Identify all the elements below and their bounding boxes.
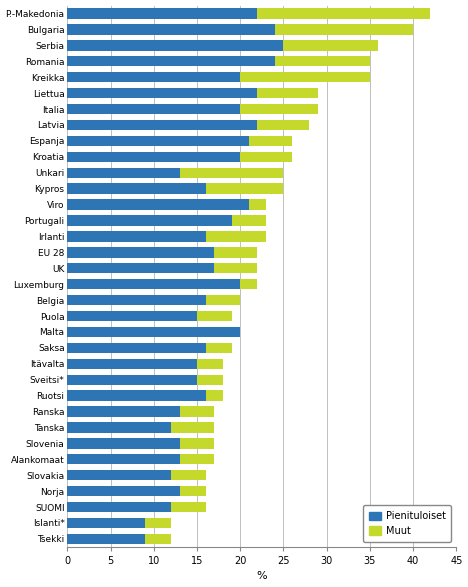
Bar — [145, 518, 171, 528]
Bar — [257, 8, 431, 19]
Bar — [67, 184, 205, 194]
Bar — [249, 200, 266, 210]
Bar — [67, 104, 240, 114]
Bar — [67, 88, 257, 98]
Bar — [205, 295, 240, 305]
Bar — [67, 534, 145, 544]
Bar — [67, 438, 180, 448]
Bar — [67, 502, 171, 512]
Legend: Pienituloiset, Muut: Pienituloiset, Muut — [363, 505, 452, 542]
Bar — [171, 422, 214, 433]
Bar — [67, 247, 214, 258]
Bar — [67, 359, 197, 369]
Bar — [67, 390, 205, 401]
Bar — [67, 151, 240, 162]
Bar — [171, 470, 205, 480]
Bar — [275, 24, 413, 35]
Bar — [67, 56, 275, 66]
Bar — [214, 263, 257, 274]
Bar — [67, 231, 205, 242]
Bar — [205, 390, 223, 401]
Bar — [145, 534, 171, 544]
Bar — [197, 375, 223, 385]
Bar — [67, 24, 275, 35]
Bar — [67, 40, 284, 50]
Bar — [197, 311, 232, 321]
Bar — [67, 215, 232, 225]
Bar — [67, 454, 180, 464]
Bar — [249, 136, 292, 146]
Bar — [197, 359, 223, 369]
Bar — [180, 406, 214, 417]
Bar — [257, 88, 318, 98]
Bar — [67, 375, 197, 385]
Bar — [67, 311, 197, 321]
Bar — [67, 470, 171, 480]
Bar — [67, 343, 205, 353]
Bar — [67, 136, 249, 146]
Bar — [284, 40, 379, 50]
Bar — [67, 167, 180, 178]
Bar — [257, 120, 309, 130]
Bar — [205, 343, 232, 353]
Bar — [67, 406, 180, 417]
Bar — [67, 200, 249, 210]
Bar — [67, 518, 145, 528]
Bar — [214, 247, 257, 258]
Bar — [67, 279, 240, 289]
Bar — [180, 167, 284, 178]
X-axis label: %: % — [256, 571, 267, 582]
Bar — [171, 502, 205, 512]
Bar — [67, 327, 240, 337]
Bar — [240, 104, 318, 114]
Bar — [67, 72, 240, 82]
Bar — [232, 215, 266, 225]
Bar — [67, 295, 205, 305]
Bar — [275, 56, 370, 66]
Bar — [240, 279, 257, 289]
Bar — [240, 151, 292, 162]
Bar — [205, 231, 266, 242]
Bar — [180, 438, 214, 448]
Bar — [180, 486, 205, 497]
Bar — [67, 422, 171, 433]
Bar — [240, 72, 370, 82]
Bar — [67, 263, 214, 274]
Bar — [67, 8, 257, 19]
Bar — [67, 120, 257, 130]
Bar — [180, 454, 214, 464]
Bar — [67, 486, 180, 497]
Bar — [205, 184, 284, 194]
